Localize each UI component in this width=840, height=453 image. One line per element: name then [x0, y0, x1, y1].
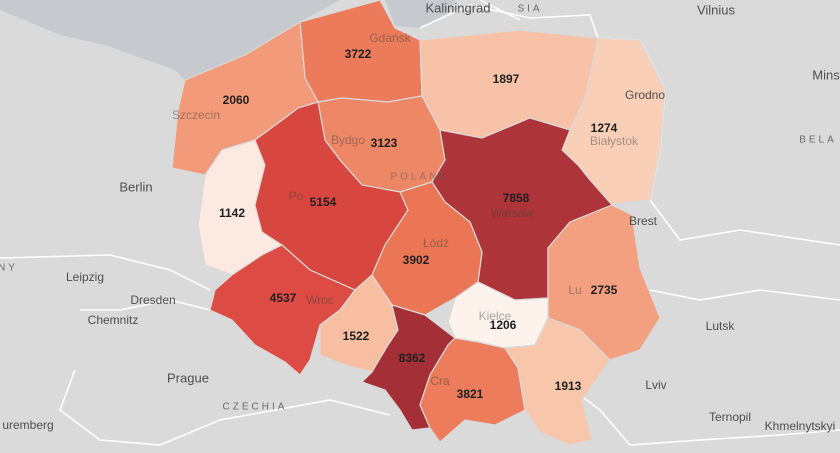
place-gdansk: Gdańsk	[369, 31, 411, 45]
region-value-label: 5154	[309, 195, 337, 209]
place-poznan: Po	[288, 189, 304, 203]
region-value-label: 3821	[456, 387, 484, 401]
region-value-label: 7858	[502, 191, 530, 205]
place-kaliningrad: Kaliningrad	[425, 0, 491, 16]
place-bydgoszcz: Bydgo	[330, 133, 366, 147]
place-bialystok: Białystok	[589, 134, 639, 148]
region-value-label: 1913	[554, 379, 582, 393]
place-prague: Prague	[167, 370, 209, 386]
place-khmelnytskyi: Khmelnytskyi	[764, 419, 836, 433]
place-leipzig: Leipzig	[65, 270, 105, 284]
place-brest: Brest	[628, 214, 658, 228]
place-nuremberg: uremberg	[2, 418, 54, 432]
region-value-label: 3722	[344, 47, 372, 61]
place-lublin: Lu	[568, 283, 582, 297]
place-ternopil: Ternopil	[708, 410, 752, 424]
place-wroclaw: Wroc	[306, 293, 334, 307]
place-krakow: Cra	[430, 374, 450, 388]
place-vilnius: Vilnius	[696, 2, 736, 18]
region-value-label: 3902	[402, 253, 430, 267]
place-dresden: Dresden	[130, 293, 176, 307]
region-value-label: 8362	[398, 351, 426, 365]
place-szczecin: Szczecin	[171, 108, 221, 122]
region-value-label: 3123	[370, 136, 398, 150]
place-kielce: Kielce	[478, 309, 512, 323]
region-value-label: 1142	[218, 206, 246, 220]
region-value-label: 2735	[590, 283, 618, 297]
country-label-poland: POLAND	[390, 171, 450, 183]
place-grodno: Grodno	[624, 88, 666, 102]
region-dolnoslaskie[interactable]	[209, 244, 356, 376]
region-value-label: 1897	[492, 72, 520, 86]
region-value-label: 1206	[489, 318, 517, 332]
place-warsaw: Warsaw	[490, 206, 534, 220]
region-value-label: 1274	[590, 121, 618, 135]
vistula-lagoon	[385, 0, 455, 28]
region-value-label: 1522	[342, 329, 370, 343]
place-lutsk: Lutsk	[705, 319, 735, 333]
place-lodz: Łódź	[422, 236, 450, 250]
region-value-label: 2060	[222, 93, 250, 107]
place-chemnitz: Chemnitz	[87, 313, 139, 327]
region-value-label: 4537	[269, 291, 297, 305]
place-berlin: Berlin	[119, 179, 153, 195]
country-label-russia: SIA	[517, 3, 543, 15]
country-label-germany: NY	[0, 262, 18, 274]
place-minsk: Mins	[812, 67, 840, 83]
region-podkarpackie[interactable]	[503, 317, 611, 446]
baltic-sea	[0, 0, 340, 80]
region-lubelskie[interactable]	[547, 204, 661, 361]
country-label-belarus: BELA	[799, 134, 837, 146]
place-lviv: Lviv	[645, 378, 667, 392]
country-label-czechia: CZECHIA	[222, 401, 288, 413]
